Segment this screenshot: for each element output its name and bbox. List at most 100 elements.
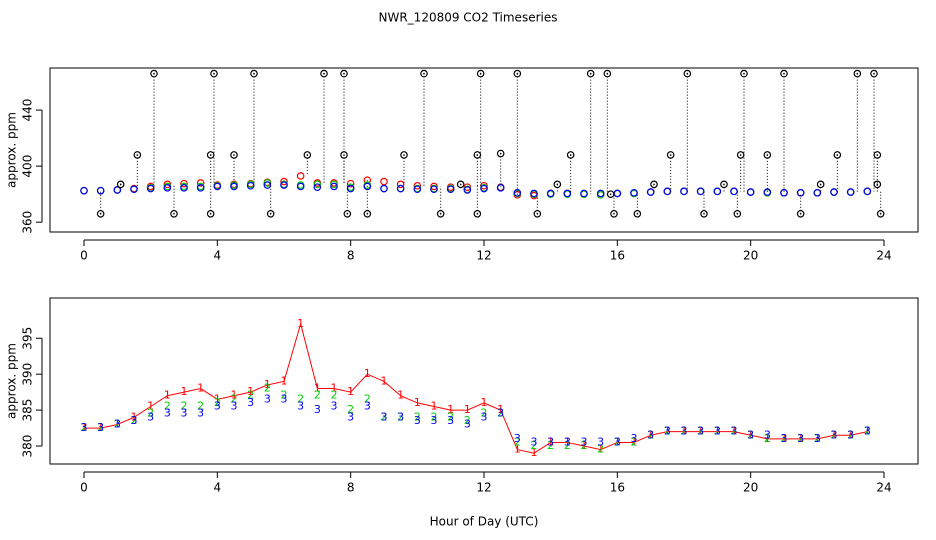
point-symbol: 1 <box>447 403 454 416</box>
point-dot <box>209 212 212 215</box>
point <box>296 182 305 191</box>
point-symbol: 1 <box>114 417 121 430</box>
point-symbol: 3 <box>114 417 121 430</box>
point-symbol: 2 <box>381 410 388 423</box>
point <box>196 184 205 192</box>
point-symbol: 3 <box>714 425 721 438</box>
point-symbol: 2 <box>147 407 154 420</box>
point-symbol: 3 <box>214 400 221 413</box>
point <box>330 180 338 189</box>
point-dot <box>613 212 615 215</box>
point <box>833 151 842 159</box>
point <box>313 183 322 191</box>
point <box>396 180 405 189</box>
point <box>606 190 615 198</box>
point <box>780 188 788 197</box>
point-symbol: 3 <box>331 400 338 413</box>
point-dot <box>669 154 672 156</box>
point-symbol: 1 <box>631 435 638 448</box>
point-symbol: 2 <box>864 425 871 438</box>
point <box>873 180 882 189</box>
point-symbol: 2 <box>97 421 104 434</box>
point <box>876 209 885 218</box>
point <box>180 184 188 192</box>
point <box>400 151 408 159</box>
point <box>720 180 728 189</box>
point-symbol: 1 <box>864 425 871 438</box>
point-dot <box>516 72 519 75</box>
point-dot <box>343 154 345 156</box>
point-symbol: 1 <box>131 410 138 423</box>
point-symbol: 3 <box>564 435 571 448</box>
point-dot <box>819 183 822 186</box>
point-symbol: 1 <box>481 396 488 409</box>
point-dot <box>173 212 175 215</box>
point-symbol: 2 <box>564 439 571 452</box>
point-symbol: 3 <box>81 421 88 434</box>
x-tick-label: 24 <box>876 249 891 263</box>
point <box>80 186 88 195</box>
point <box>816 180 825 189</box>
point-dot <box>253 72 255 75</box>
point-symbol: 2 <box>781 432 788 445</box>
point-symbol: 2 <box>847 428 854 441</box>
point-symbol: 2 <box>214 396 221 409</box>
point-symbol: 1 <box>381 374 388 387</box>
point <box>473 209 482 218</box>
point-symbol: 1 <box>531 446 538 459</box>
point-dot <box>346 212 349 215</box>
point-symbol: 3 <box>281 392 288 405</box>
point-dot <box>323 72 325 75</box>
point-symbol: 3 <box>847 428 854 441</box>
point <box>680 187 688 196</box>
point-symbol: 3 <box>614 435 621 448</box>
y-tick-label: 400 <box>21 155 35 178</box>
point <box>343 209 352 218</box>
point <box>96 209 105 218</box>
point-symbol: 3 <box>497 407 504 420</box>
point <box>683 69 692 78</box>
point-symbol: 3 <box>247 396 254 409</box>
point-symbol: 2 <box>247 389 254 402</box>
point-symbol: 2 <box>131 414 138 427</box>
point-symbol: 2 <box>397 410 404 423</box>
point-symbol: 3 <box>97 421 104 434</box>
point-dot <box>536 212 539 215</box>
y-tick-label: 390 <box>21 363 35 386</box>
point-symbol: 2 <box>814 432 821 445</box>
point-symbol: 2 <box>647 428 654 441</box>
x-tick-label: 8 <box>347 481 355 495</box>
x-tick-label: 12 <box>476 481 491 495</box>
point <box>130 185 138 194</box>
point <box>480 184 488 193</box>
point-dot <box>423 72 425 75</box>
point <box>146 184 155 193</box>
point <box>206 209 215 218</box>
point-symbol: 1 <box>464 403 471 416</box>
point <box>700 209 708 218</box>
x-tick-label: 4 <box>214 249 222 263</box>
point-symbol: 1 <box>747 428 754 441</box>
point <box>163 180 172 189</box>
point-symbol: 1 <box>214 392 221 405</box>
point-symbol: 2 <box>731 425 738 438</box>
point-symbol: 1 <box>781 432 788 445</box>
point <box>666 151 675 159</box>
point-dot <box>606 72 609 75</box>
point-symbol: 2 <box>464 414 471 427</box>
point-dot <box>836 154 839 156</box>
point <box>813 188 822 197</box>
point <box>396 184 405 193</box>
point-symbol: 1 <box>231 389 238 402</box>
point-symbol: 3 <box>297 400 304 413</box>
point <box>113 186 122 194</box>
point-symbol: 2 <box>481 407 488 420</box>
point-symbol: 3 <box>147 410 154 423</box>
point-symbol: 1 <box>697 425 704 438</box>
point <box>580 189 588 198</box>
point <box>313 180 322 189</box>
point-symbol: 1 <box>564 435 571 448</box>
point-dot <box>799 212 802 215</box>
point-dot <box>876 154 879 156</box>
y-axis-label: approx. ppm <box>5 112 19 188</box>
